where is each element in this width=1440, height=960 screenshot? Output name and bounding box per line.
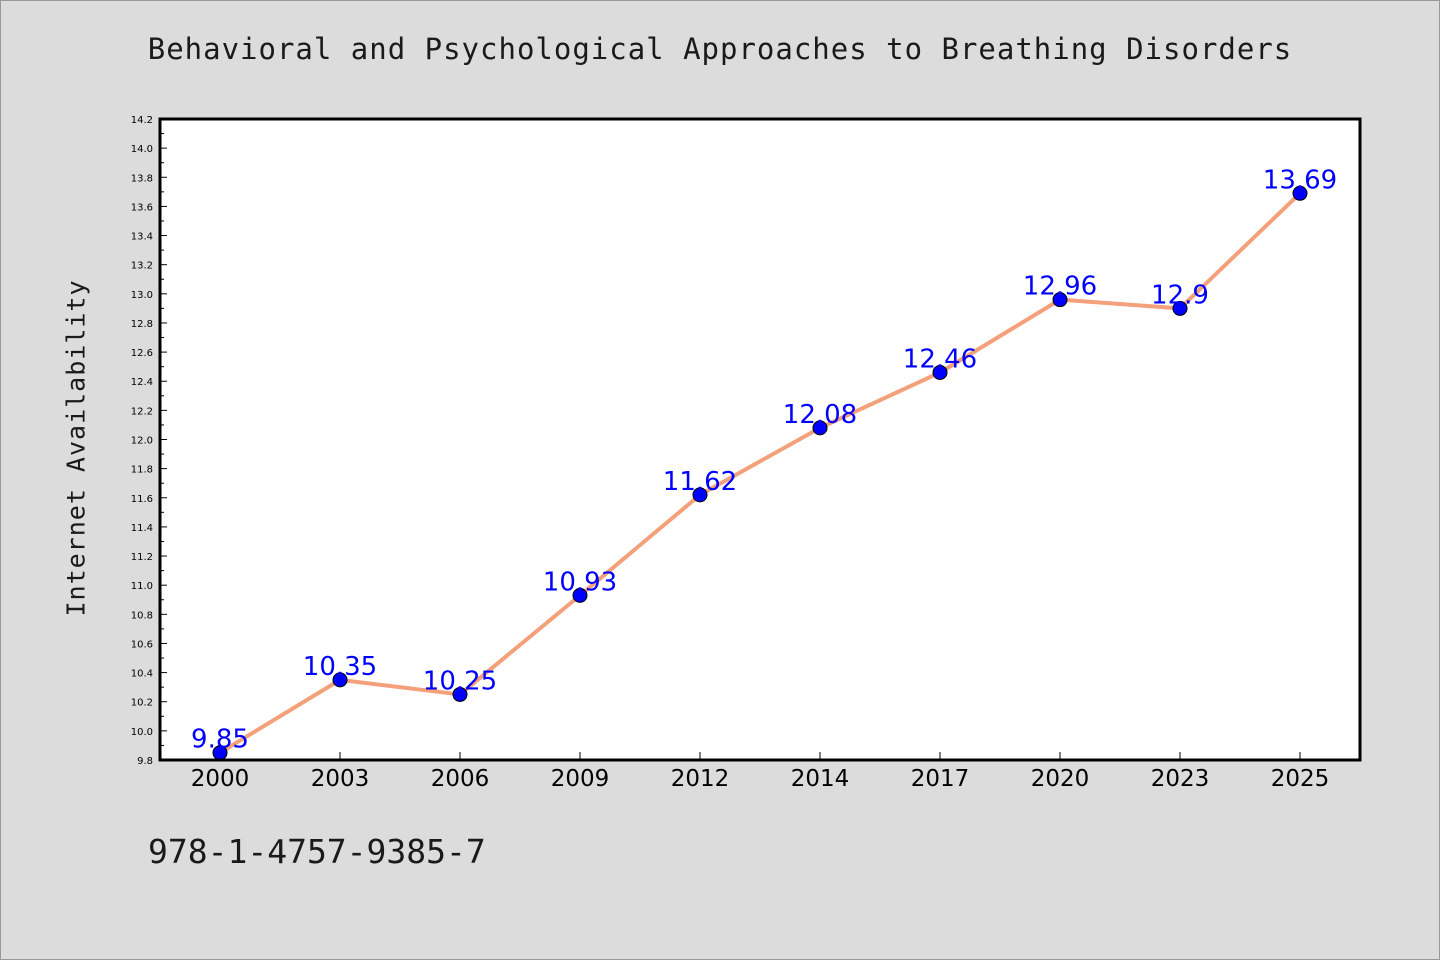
x-tick-label: 2012 <box>671 766 730 792</box>
data-label: 13.69 <box>1263 165 1337 195</box>
y-tick-label: 12.6 <box>131 348 153 359</box>
y-tick-label: 10.0 <box>131 727 153 738</box>
data-label: 11.62 <box>663 467 737 497</box>
data-label: 12.08 <box>783 400 857 430</box>
series-layer <box>218 191 1302 755</box>
y-tick-label: 12.2 <box>131 406 153 417</box>
y-tick-label: 10.8 <box>131 610 153 621</box>
data-label: 9.85 <box>191 725 249 755</box>
x-tick-label: 2003 <box>311 766 370 792</box>
y-tick-label: 10.6 <box>131 639 153 650</box>
y-tick-label: 9.8 <box>137 756 153 767</box>
y-tick-label: 11.0 <box>131 581 153 592</box>
y-tick-label: 14.2 <box>131 115 153 126</box>
y-tick-label: 12.4 <box>131 377 153 388</box>
x-tick-label: 2006 <box>431 766 490 792</box>
y-tick-label: 13.2 <box>131 261 153 272</box>
data-point <box>812 420 828 436</box>
y-tick-label: 11.2 <box>131 552 153 563</box>
data-label: 12.96 <box>1023 272 1097 302</box>
y-tick-label: 12.8 <box>131 319 153 330</box>
data-label: 10.25 <box>423 666 497 696</box>
data-point <box>452 686 468 702</box>
data-label: 10.93 <box>543 567 617 597</box>
data-point <box>692 487 708 503</box>
x-tick-label: 2025 <box>1271 766 1330 792</box>
x-tick-label: 2014 <box>791 766 850 792</box>
x-tick-label: 2020 <box>1031 766 1090 792</box>
series-line <box>218 191 1302 755</box>
y-tick-label: 11.4 <box>131 523 153 534</box>
y-tick-label: 13.8 <box>131 173 153 184</box>
marker-layer <box>212 185 1308 761</box>
data-point <box>1172 300 1188 316</box>
y-tick-label: 13.0 <box>131 290 153 301</box>
data-point <box>932 364 948 380</box>
x-tick-label: 2023 <box>1151 766 1210 792</box>
data-label-layer: 9.85 10.35 10.25 10.93 11.62 12.08 12.46 12.96 1… <box>191 165 1337 754</box>
y-tick-label: 11.8 <box>131 465 153 476</box>
y-tick-label: 12.0 <box>131 436 153 447</box>
x-tick-label: 2000 <box>191 766 250 792</box>
data-point <box>332 672 348 688</box>
data-label: 10.35 <box>303 652 377 682</box>
y-tick-label: 10.4 <box>131 669 153 680</box>
y-tick-label: 14.0 <box>131 144 153 155</box>
data-point <box>1052 292 1068 308</box>
y-tick-label: 13.6 <box>131 202 153 213</box>
x-axis-ticks: 2000 2003 2006 2009 2012 2014 2017 2020 2023 2025 <box>191 752 1330 792</box>
data-point <box>572 587 588 603</box>
plot-area <box>160 119 1360 760</box>
y-tick-label: 11.6 <box>131 494 153 505</box>
isbn-text: 978-1-4757-9385-7 <box>148 832 486 871</box>
data-label: 12.9 <box>1151 280 1209 310</box>
x-tick-label: 2009 <box>551 766 610 792</box>
data-label: 12.46 <box>903 344 977 374</box>
y-tick-label: 13.4 <box>131 232 153 243</box>
data-point <box>1292 185 1308 201</box>
x-tick-label: 2017 <box>911 766 970 792</box>
y-tick-label: 10.2 <box>131 698 153 709</box>
plot-border <box>158 117 1362 762</box>
chart-title: Behavioral and Psychological Approaches … <box>147 32 1293 66</box>
